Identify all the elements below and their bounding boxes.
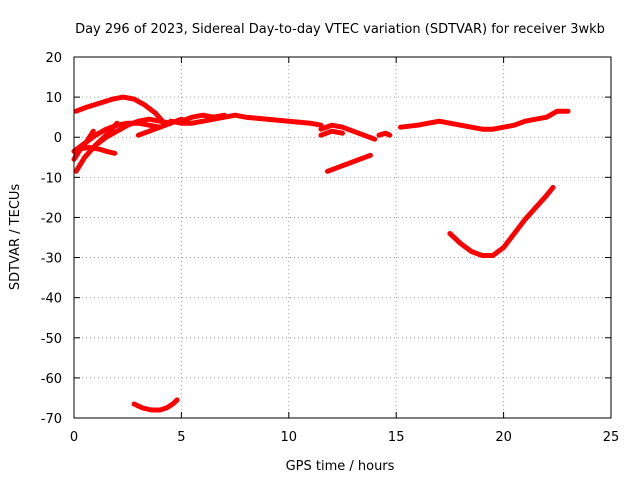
y-tick-label: -40	[41, 292, 62, 307]
y-tick-label: 10	[45, 91, 62, 106]
x-tick-label: 5	[177, 430, 185, 445]
y-tick-label: 0	[54, 131, 62, 146]
series-track-1	[73, 94, 167, 126]
y-tick-label: -50	[41, 332, 62, 347]
y-tick-label: -10	[41, 171, 62, 186]
y-tick-label: 20	[45, 51, 62, 66]
y-axis-label: SDTVAR / TECUs	[8, 184, 23, 291]
series-track-5	[75, 144, 118, 156]
x-tick-label: 25	[603, 430, 620, 445]
x-axis: 0 5 10 15 20 25	[70, 57, 619, 445]
x-tick-label: 20	[495, 430, 512, 445]
y-tick-label: -70	[41, 412, 62, 427]
series-track-8	[168, 112, 324, 128]
grid	[74, 57, 611, 418]
series-track-13	[325, 152, 373, 174]
series-track-6	[93, 116, 174, 148]
series-layer	[71, 94, 571, 413]
y-tick-label: -60	[41, 372, 62, 387]
series-track-10	[318, 122, 378, 142]
x-tick-label: 15	[388, 430, 405, 445]
y-tick-label: -20	[41, 211, 62, 226]
x-tick-label: 10	[281, 430, 298, 445]
x-tick-label: 0	[70, 430, 78, 445]
plot-frame	[73, 56, 612, 419]
series-track-15	[447, 184, 556, 258]
y-axis: -70 -60 -50 -40 -30 -20 -10 0 10 20	[41, 51, 611, 427]
series-track-16	[131, 397, 180, 413]
chart-title: Day 296 of 2023, Sidereal Day-to-day VTE…	[75, 22, 605, 37]
series-track-14	[398, 108, 571, 132]
series-track-11	[318, 128, 345, 138]
series-track-9	[178, 112, 227, 124]
series-track-4	[71, 120, 163, 154]
x-axis-label: GPS time / hours	[286, 459, 395, 474]
y-tick-label: -30	[41, 252, 62, 267]
series-track-12	[376, 130, 393, 138]
